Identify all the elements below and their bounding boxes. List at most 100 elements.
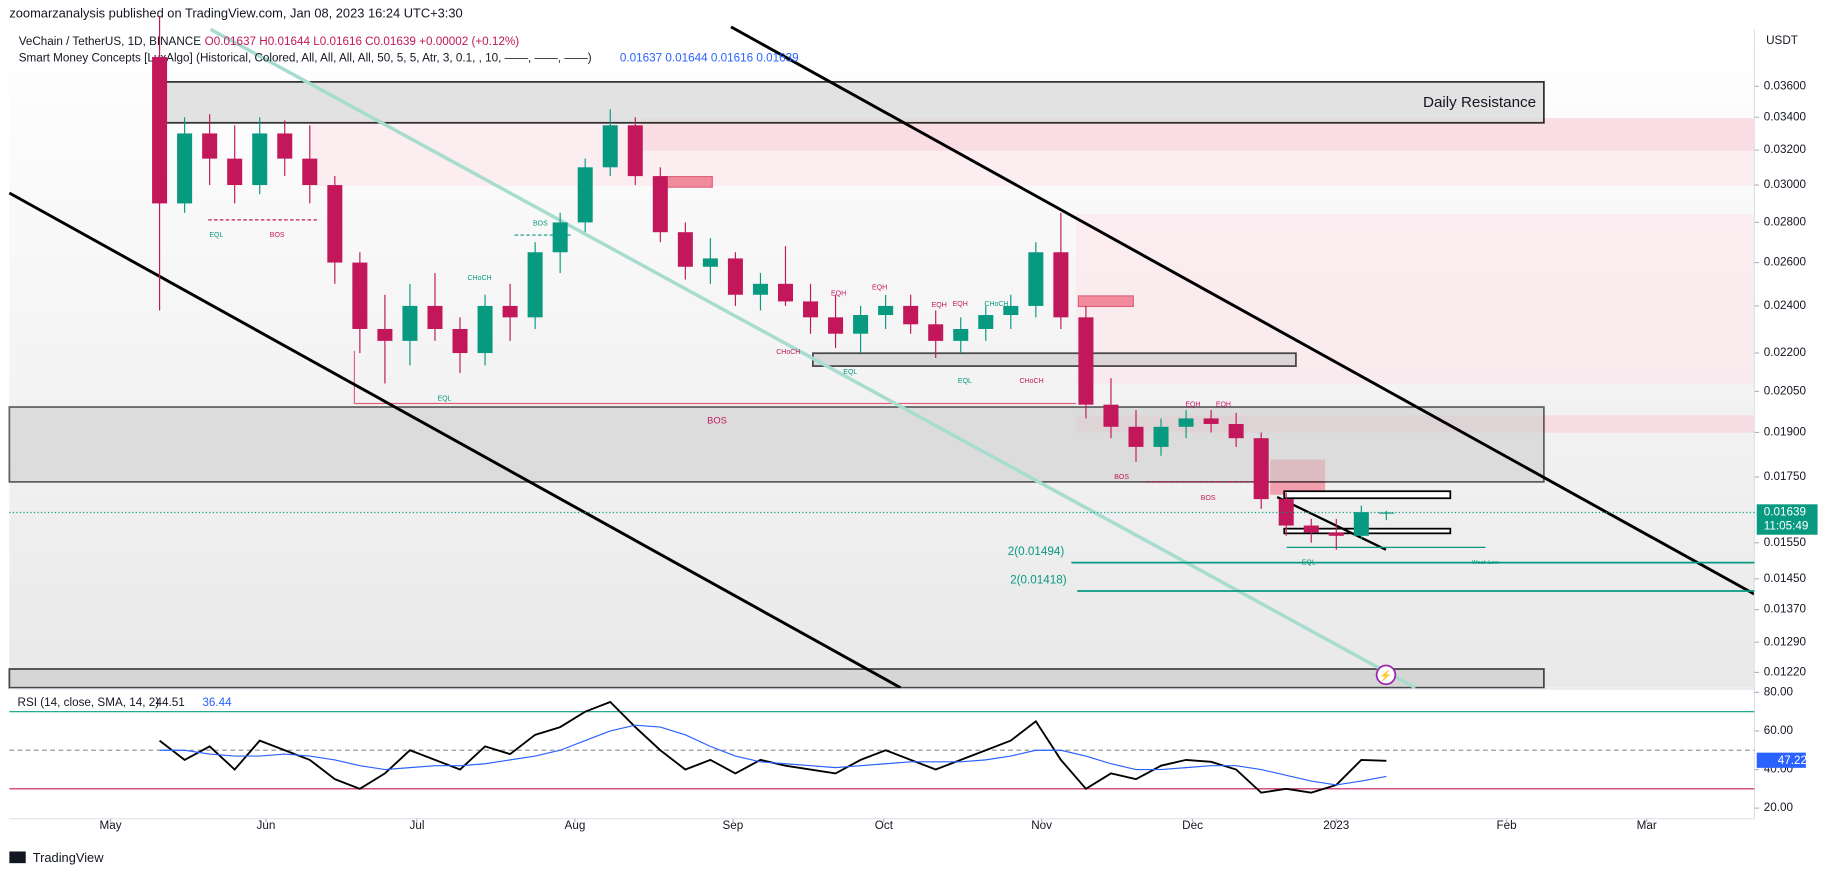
annotation: BOS	[270, 232, 285, 239]
candle-body	[252, 133, 268, 186]
y-tick-label: 0.03000	[1764, 178, 1807, 191]
candle-body	[878, 305, 894, 316]
candle-body	[477, 305, 493, 354]
rsi-legend-value: 44.51	[156, 696, 185, 709]
candle-body	[1128, 426, 1144, 447]
small-box	[1283, 490, 1452, 500]
rsi-tick-label: 60.00	[1764, 724, 1794, 737]
annotation: BOS	[1114, 474, 1129, 481]
x-tick-label: May	[99, 819, 121, 832]
x-tick-label: Oct	[875, 819, 894, 832]
y-tick-label: 0.01290	[1764, 635, 1807, 648]
y-tick-label: 0.02200	[1764, 346, 1807, 359]
annotation: CHoCH	[467, 275, 491, 282]
y-tick-label: 0.02050	[1764, 384, 1807, 397]
rsi-tag-label: 47.22	[1778, 754, 1807, 767]
channel-line	[8, 191, 902, 690]
candle-body	[677, 232, 693, 267]
candle-body	[1178, 418, 1194, 427]
price-tag	[1756, 504, 1818, 535]
support-box	[811, 352, 1297, 367]
candle-body	[652, 176, 668, 233]
candle-body	[828, 317, 844, 334]
y-tick-label: 0.01750	[1764, 470, 1807, 483]
candle-body	[1253, 438, 1269, 500]
annotation: EQL	[958, 378, 972, 385]
candle-body	[1328, 532, 1344, 536]
supply-zone	[309, 118, 1755, 186]
support-box	[8, 406, 1545, 483]
alert-icon-glyph[interactable]: ⚡	[1379, 669, 1392, 682]
candle-body	[727, 258, 743, 295]
annotation: Weak Low	[1472, 560, 1500, 566]
annotation: EQH	[953, 301, 968, 308]
x-tick-label: Dec	[1182, 819, 1203, 832]
candle-body	[777, 283, 793, 302]
y-tick-label: 0.01220	[1764, 666, 1807, 679]
support-box	[8, 668, 1545, 689]
x-tick-label: Jun	[257, 819, 276, 832]
symbol-title: VeChain / TetherUS, 1D, BINANCE	[19, 35, 202, 48]
y-tick-label: 0.01900	[1764, 426, 1807, 439]
x-tick-label: Feb	[1496, 819, 1517, 832]
candle-body	[177, 133, 193, 204]
candle-body	[853, 315, 869, 334]
rsi-tick-label: 20.00	[1764, 801, 1794, 814]
candle-body	[1203, 418, 1219, 424]
alert-icon[interactable]	[1375, 664, 1397, 686]
y-tick-label: 0.02600	[1764, 256, 1807, 269]
candle-body	[302, 158, 318, 186]
y-tick-label: 0.02400	[1764, 299, 1807, 312]
annotation: EQL	[437, 396, 451, 403]
candle-body	[577, 167, 593, 223]
candle-body	[502, 305, 518, 318]
annotation: CHoCH	[776, 349, 800, 356]
annotation: BOS	[707, 416, 727, 426]
rsi-legend-value: 36.44	[202, 696, 232, 709]
candle-body	[277, 133, 293, 159]
y-tick-label: 0.03400	[1764, 110, 1807, 123]
candle-body	[427, 305, 443, 329]
rsi-legend: RSI (14, close, SMA, 14, 2)	[18, 696, 160, 709]
price-tag-label: 0.01639	[1764, 506, 1806, 519]
candle-body	[152, 57, 168, 204]
candle-body	[552, 222, 568, 253]
candle-body	[452, 328, 468, 354]
candle-body	[702, 258, 718, 267]
annotation: Daily Resistance	[1423, 94, 1536, 111]
indicator-values: 0.01637 0.01644 0.01616 0.01639	[620, 52, 799, 65]
y-tick-label: 0.03200	[1764, 143, 1807, 156]
y-tick-label: 0.01450	[1764, 572, 1807, 585]
candle-body	[1353, 512, 1369, 536]
y-tick-label: 0.01550	[1764, 536, 1807, 549]
candle-body	[1053, 252, 1069, 318]
candle-body	[377, 328, 393, 341]
x-tick-label: Sep	[723, 819, 744, 832]
candle-body	[1153, 426, 1169, 447]
annotation: BOS	[533, 220, 548, 227]
candle-body	[752, 283, 768, 295]
ohlc-legend: O0.01637 H0.01644 L0.01616 C0.01639 +0.0…	[205, 35, 520, 48]
candle-body	[1078, 317, 1094, 405]
x-tick-label: Nov	[1031, 819, 1052, 832]
y-tick-label: 0.01370	[1764, 603, 1807, 616]
indicator-legend: Smart Money Concepts [LuxAlgo] (Historic…	[19, 52, 592, 65]
candle-body	[1003, 305, 1019, 316]
candle-body	[1228, 423, 1244, 439]
currency: USDT	[1766, 34, 1798, 47]
annotation: EQH	[872, 285, 887, 292]
trend-line	[1276, 496, 1387, 551]
x-tick-label: 2023	[1323, 819, 1349, 832]
annotation: BOS	[1201, 495, 1216, 502]
annotation: EQL	[843, 369, 857, 376]
y-tick-label: 0.03600	[1764, 79, 1807, 92]
level-label: 2(0.01418)	[1010, 574, 1067, 587]
annotation: EQH	[932, 302, 947, 309]
candle-body	[402, 305, 418, 341]
annotation: EQL	[209, 232, 223, 239]
candle-body	[227, 158, 243, 186]
rsi-pane	[9, 690, 1755, 819]
order-block	[1077, 295, 1134, 308]
candle-body	[602, 125, 618, 168]
trend-line	[209, 27, 1417, 690]
